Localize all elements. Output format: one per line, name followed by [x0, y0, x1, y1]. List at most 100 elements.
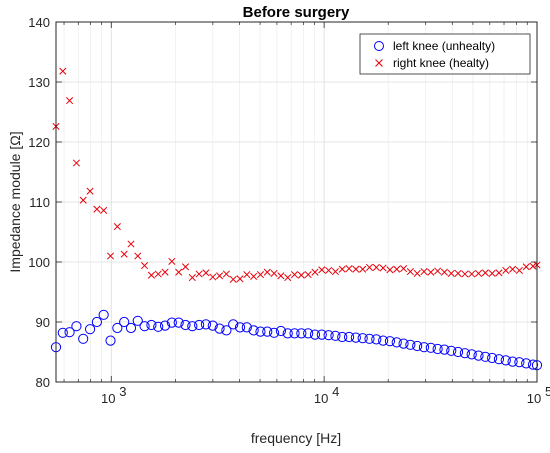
data-point-cross	[427, 268, 435, 276]
data-point-cross	[134, 252, 142, 260]
data-point-circle	[296, 328, 307, 339]
data-point-cross	[345, 265, 353, 273]
data-point-circle	[146, 319, 157, 331]
data-point-circle	[105, 335, 116, 346]
legend-marker-right-knee	[375, 59, 383, 67]
data-point-circle	[125, 322, 137, 334]
data-point-circle	[187, 321, 198, 332]
data-point-circle	[275, 325, 287, 337]
data-point-cross	[59, 67, 67, 75]
data-point-cross	[379, 264, 387, 272]
data-point-circle	[432, 343, 443, 355]
data-point-circle	[180, 319, 191, 331]
data-point-cross	[161, 268, 169, 276]
data-point-circle	[282, 328, 293, 339]
data-point-circle	[418, 342, 430, 353]
data-point-circle	[139, 321, 150, 332]
data-point-cross	[297, 271, 305, 279]
data-point-circle	[364, 333, 375, 344]
y-tick-label: 140	[28, 15, 50, 30]
data-point-circle	[262, 326, 273, 337]
data-point-circle	[527, 359, 539, 370]
data-point-cross	[406, 268, 414, 276]
data-point-circle	[228, 319, 239, 330]
data-point-circle	[378, 335, 389, 346]
data-point-cross	[236, 275, 244, 283]
x-tick-label: 10	[101, 391, 115, 406]
data-point-cross	[502, 266, 510, 274]
data-point-cross	[468, 270, 476, 278]
data-point-cross	[113, 223, 121, 231]
data-point-cross	[447, 269, 455, 277]
data-point-circle	[330, 330, 341, 341]
y-tick-label: 120	[28, 135, 50, 150]
data-point-cross	[434, 267, 442, 275]
data-point-cross	[147, 271, 155, 279]
data-point-cross	[495, 269, 503, 277]
data-point-cross	[515, 266, 523, 274]
data-point-circle	[166, 317, 177, 328]
data-point-circle	[357, 333, 368, 344]
data-point-cross	[386, 266, 394, 274]
data-point-cross	[141, 262, 149, 270]
x-tick-labels: 10 3 10 4 10 5	[101, 384, 550, 406]
data-point-cross	[393, 265, 401, 273]
series-left-knee	[50, 309, 543, 371]
data-point-cross	[284, 274, 292, 282]
data-point-circle	[514, 357, 525, 368]
data-point-cross	[509, 265, 517, 273]
data-point-cross	[181, 263, 190, 271]
data-point-circle	[234, 322, 246, 333]
data-point-cross	[352, 265, 360, 273]
data-point-circle	[446, 345, 457, 356]
tick-marks	[56, 21, 538, 383]
data-point-circle	[255, 326, 266, 337]
data-point-circle	[64, 327, 75, 338]
data-point-circle	[466, 349, 477, 360]
data-point-cross	[202, 269, 210, 277]
data-point-cross	[175, 268, 183, 276]
data-point-circle	[214, 323, 225, 334]
data-point-cross	[250, 272, 258, 280]
data-point-cross	[481, 269, 489, 277]
data-point-circle	[493, 354, 505, 365]
data-point-cross	[195, 270, 203, 278]
data-point-cross	[120, 250, 128, 258]
data-point-circle	[452, 346, 464, 358]
y-tick-labels: 80 90 100 110 120 130 140	[28, 15, 50, 390]
data-point-circle	[412, 340, 423, 352]
data-point-circle	[343, 331, 355, 343]
data-point-circle	[337, 331, 348, 343]
x-tick-exponent: 4	[332, 384, 339, 399]
data-point-cross	[93, 205, 101, 213]
data-point-circle	[241, 322, 252, 333]
data-point-circle	[371, 334, 382, 345]
data-point-circle	[521, 358, 532, 369]
series-layer	[50, 67, 543, 371]
x-tick-label: 10	[527, 391, 541, 406]
data-point-cross	[400, 265, 408, 273]
data-point-circle	[439, 344, 450, 355]
data-point-cross	[522, 263, 530, 271]
data-point-cross	[79, 196, 87, 204]
data-point-cross	[488, 269, 496, 277]
data-point-cross	[216, 272, 224, 280]
data-point-circle	[91, 316, 102, 328]
data-point-cross	[359, 265, 367, 273]
data-point-circle	[398, 338, 409, 349]
data-point-cross	[290, 271, 299, 279]
data-point-circle	[57, 327, 68, 338]
data-point-cross	[325, 266, 333, 274]
data-point-circle	[119, 316, 130, 328]
data-point-circle	[207, 320, 218, 331]
data-point-cross	[318, 266, 326, 274]
series-right-knee	[52, 67, 541, 283]
data-point-cross	[338, 265, 346, 273]
data-point-circle	[289, 328, 300, 339]
data-point-circle	[221, 325, 232, 336]
legend-label-right-knee: right knee (healty)	[393, 56, 489, 70]
legend-marker-left-knee	[374, 41, 384, 51]
data-point-cross	[311, 268, 319, 276]
data-point-circle	[303, 328, 314, 339]
